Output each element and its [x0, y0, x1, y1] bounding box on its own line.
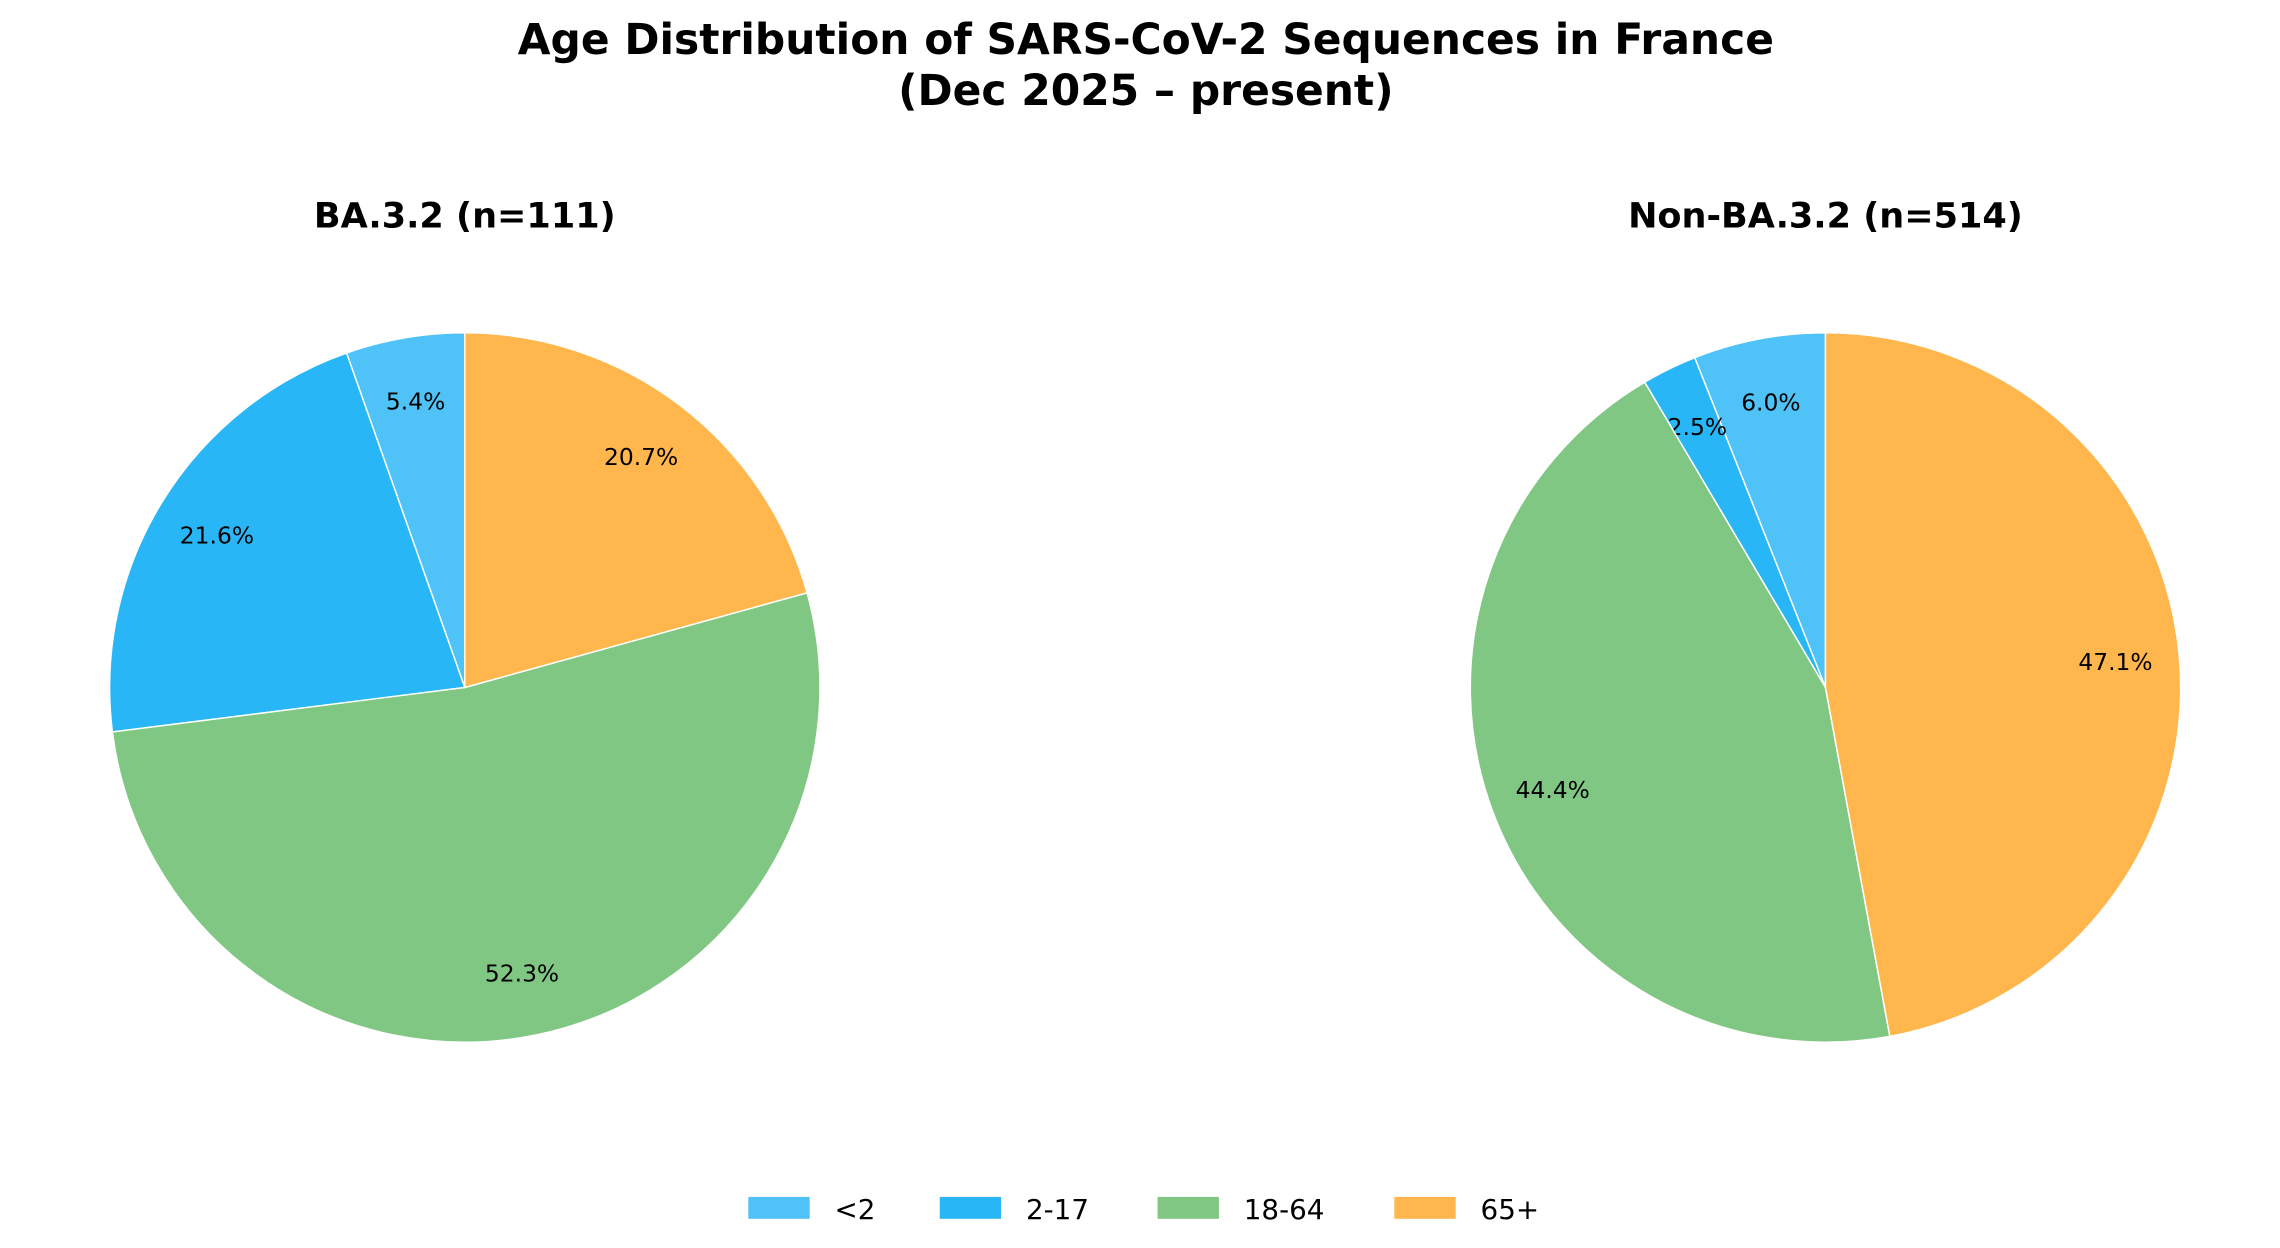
pie-non-ba32: 6.0%2.5%44.4%47.1%	[1469, 332, 2182, 1043]
pie-slice-2-17	[108, 352, 466, 733]
slice-percent-label: 6.0%	[1741, 389, 1800, 417]
legend-swatch	[1157, 1196, 1219, 1219]
slice-percent-label: 44.4%	[1516, 776, 1590, 804]
legend-label: 18-64	[1244, 1193, 1325, 1226]
pie-ba32: 5.4% 21.6% 52.3% 20.7%	[108, 332, 821, 1043]
pie-title-non-ba32: Non-BA.3.2 (n=514)	[1628, 196, 2023, 237]
legend-swatch	[939, 1196, 1002, 1219]
figure-subtitle: (Dec 2025 – present)	[898, 66, 1393, 115]
pie-slice-18-64	[1469, 381, 1891, 1043]
pie-slice-65-	[1824, 332, 2182, 1038]
pie-slice-18-64	[111, 591, 821, 1043]
pie-slice-65-	[464, 332, 808, 689]
slice-percent-label: 21.6%	[180, 522, 254, 550]
pie-title-ba32: BA.3.2 (n=111)	[314, 196, 616, 237]
slice-percent-label: 5.4%	[386, 388, 445, 416]
legend-swatch	[748, 1196, 810, 1219]
legend-label: 65+	[1481, 1193, 1540, 1226]
legend-swatch	[1394, 1196, 1456, 1219]
slice-percent-label: 52.3%	[485, 959, 559, 987]
legend: <2 2-17 18-64 65+	[748, 1193, 1539, 1226]
pie-slice--2	[1693, 332, 1827, 688]
figure-title: Age Distribution of SARS-CoV-2 Sequences…	[518, 15, 1774, 64]
legend-label: 2-17	[1026, 1193, 1089, 1226]
slice-percent-label: 20.7%	[604, 443, 678, 471]
legend-label: <2	[835, 1193, 876, 1226]
slice-percent-label: 47.1%	[2078, 648, 2152, 676]
